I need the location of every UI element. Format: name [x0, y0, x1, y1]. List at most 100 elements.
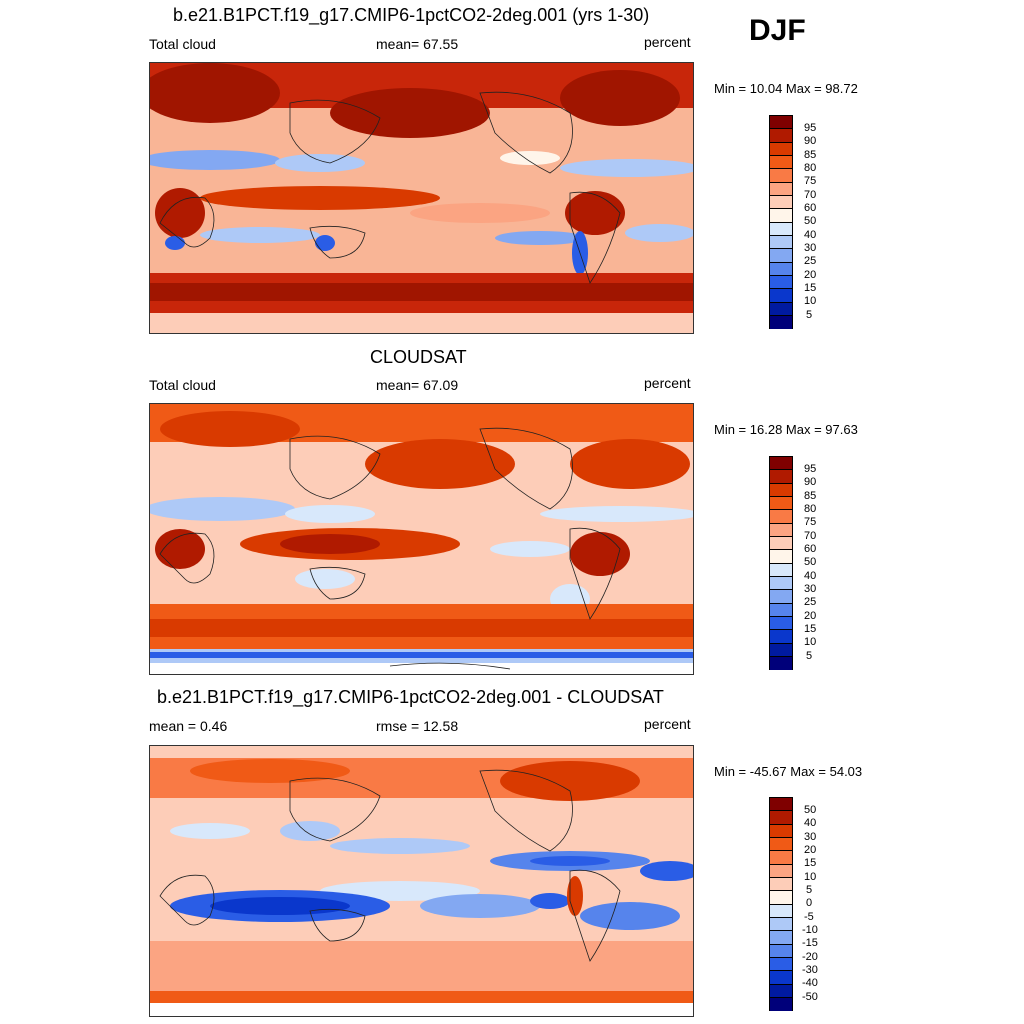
colorbar-swatch	[770, 142, 792, 156]
colorbar-swatch	[770, 235, 792, 250]
panel-title: b.e21.B1PCT.f19_g17.CMIP6-1pctCO2-2deg.0…	[157, 687, 664, 707]
colorbar-tick-label: 0	[806, 897, 813, 909]
colorbar-swatch	[770, 315, 792, 330]
colorbar-swatch	[770, 997, 792, 1012]
colorbar-swatch	[770, 302, 792, 316]
colorbar-tick-label: -5	[804, 911, 814, 923]
colorbar-tick-label: 30	[804, 242, 817, 254]
colorbar-swatch	[770, 891, 792, 905]
colorbar-swatch	[770, 576, 792, 591]
colorbar-tick-label: 10	[804, 295, 817, 307]
colorbar-tick-label: 90	[804, 135, 817, 147]
colorbar	[769, 115, 793, 330]
panel-left-label: Total cloud	[149, 377, 216, 393]
colorbar-tick-label: 90	[804, 476, 817, 488]
colorbar-tick-label: 95	[804, 463, 817, 475]
colorbar-tick-label: 95	[804, 122, 817, 134]
colorbar-tick-label: 10	[804, 636, 817, 648]
colorbar-swatch	[770, 603, 792, 617]
panel-units-label: percent	[644, 716, 691, 732]
colorbar-swatch	[770, 209, 792, 223]
colorbar-tick-label: 5	[806, 309, 813, 321]
colorbar-tick-label: 15	[804, 857, 817, 869]
colorbar-tick-label: 60	[804, 543, 817, 555]
colorbar-swatch	[770, 470, 792, 484]
colorbar-tick-label: -40	[802, 977, 818, 989]
colorbar-tick-label: 25	[804, 596, 817, 608]
difference-cloud-map	[149, 745, 694, 1017]
colorbar-tick-label: 80	[804, 162, 817, 174]
colorbar-tick-label: 20	[804, 844, 817, 856]
panel-minmax-label: Min = -45.67 Max = 54.03	[714, 764, 863, 779]
colorbar-swatch	[770, 523, 792, 537]
colorbar-tick-label: -50	[802, 991, 818, 1003]
colorbar-tick-label: -30	[802, 964, 818, 976]
colorbar-swatch	[770, 851, 792, 865]
colorbar-tick-label: 20	[804, 269, 817, 281]
colorbar-swatch	[770, 510, 792, 524]
colorbar-tick-label: 50	[804, 215, 817, 227]
model-cloud-map	[149, 62, 694, 334]
colorbar-swatch	[770, 811, 792, 825]
colorbar-swatch	[770, 877, 792, 892]
cloudsat-cloud-map	[149, 403, 694, 675]
panel-rmse-label: rmse = 12.58	[376, 718, 459, 734]
colorbar-tick-label: 40	[804, 570, 817, 582]
panel-mean-label: mean= 67.55	[376, 36, 459, 52]
colorbar-swatch	[770, 616, 792, 631]
panel-mean-label: mean= 67.09	[376, 377, 459, 393]
colorbar-tick-label: 80	[804, 503, 817, 515]
colorbar-tick-label: 10	[804, 871, 817, 883]
colorbar-swatch	[770, 864, 792, 878]
colorbar-swatch	[770, 195, 792, 210]
colorbar-swatch	[770, 798, 792, 812]
colorbar-tick-label: 5	[806, 884, 813, 896]
colorbar-swatch	[770, 457, 792, 471]
colorbar-swatch	[770, 931, 792, 945]
colorbar-swatch	[770, 182, 792, 196]
colorbar-swatch	[770, 496, 792, 511]
colorbar-tick-label: 30	[804, 583, 817, 595]
colorbar-tick-label: 70	[804, 189, 817, 201]
colorbar-tick-label: -20	[802, 951, 818, 963]
panel-units-label: percent	[644, 375, 691, 391]
colorbar-swatch	[770, 917, 792, 932]
colorbar-tick-label: 85	[804, 490, 817, 502]
colorbar-swatch	[770, 483, 792, 497]
colorbar-swatch	[770, 262, 792, 276]
colorbar	[769, 456, 793, 671]
colorbar-tick-label: 60	[804, 202, 817, 214]
colorbar-swatch	[770, 824, 792, 838]
colorbar-tick-label: 75	[804, 175, 817, 187]
colorbar-swatch	[770, 550, 792, 564]
colorbar-swatch	[770, 275, 792, 290]
colorbar-swatch	[770, 630, 792, 644]
colorbar-swatch	[770, 289, 792, 303]
colorbar-swatch	[770, 155, 792, 170]
colorbar-tick-label: 40	[804, 817, 817, 829]
colorbar-swatch	[770, 169, 792, 183]
colorbar-swatch	[770, 116, 792, 130]
colorbar-tick-label: -10	[802, 924, 818, 936]
colorbar-swatch	[770, 944, 792, 958]
colorbar-tick-label: 70	[804, 530, 817, 542]
colorbar-swatch	[770, 563, 792, 577]
season-label: DJF	[749, 14, 806, 47]
colorbar-tick-label: 40	[804, 229, 817, 241]
colorbar-tick-label: 5	[806, 650, 813, 662]
colorbar-tick-label: 25	[804, 255, 817, 267]
colorbar-swatch	[770, 590, 792, 604]
colorbar-tick-label: 50	[804, 556, 817, 568]
colorbar-swatch	[770, 129, 792, 143]
colorbar-swatch	[770, 222, 792, 236]
colorbar-tick-label: -15	[802, 937, 818, 949]
colorbar-swatch	[770, 984, 792, 998]
colorbar-swatch	[770, 643, 792, 657]
colorbar	[769, 797, 793, 1012]
colorbar-tick-label: 20	[804, 610, 817, 622]
panel-title: b.e21.B1PCT.f19_g17.CMIP6-1pctCO2-2deg.0…	[173, 5, 650, 25]
panel-title: CLOUDSAT	[370, 347, 467, 367]
colorbar-swatch	[770, 904, 792, 918]
colorbar-tick-label: 85	[804, 149, 817, 161]
colorbar-tick-label: 15	[804, 623, 817, 635]
